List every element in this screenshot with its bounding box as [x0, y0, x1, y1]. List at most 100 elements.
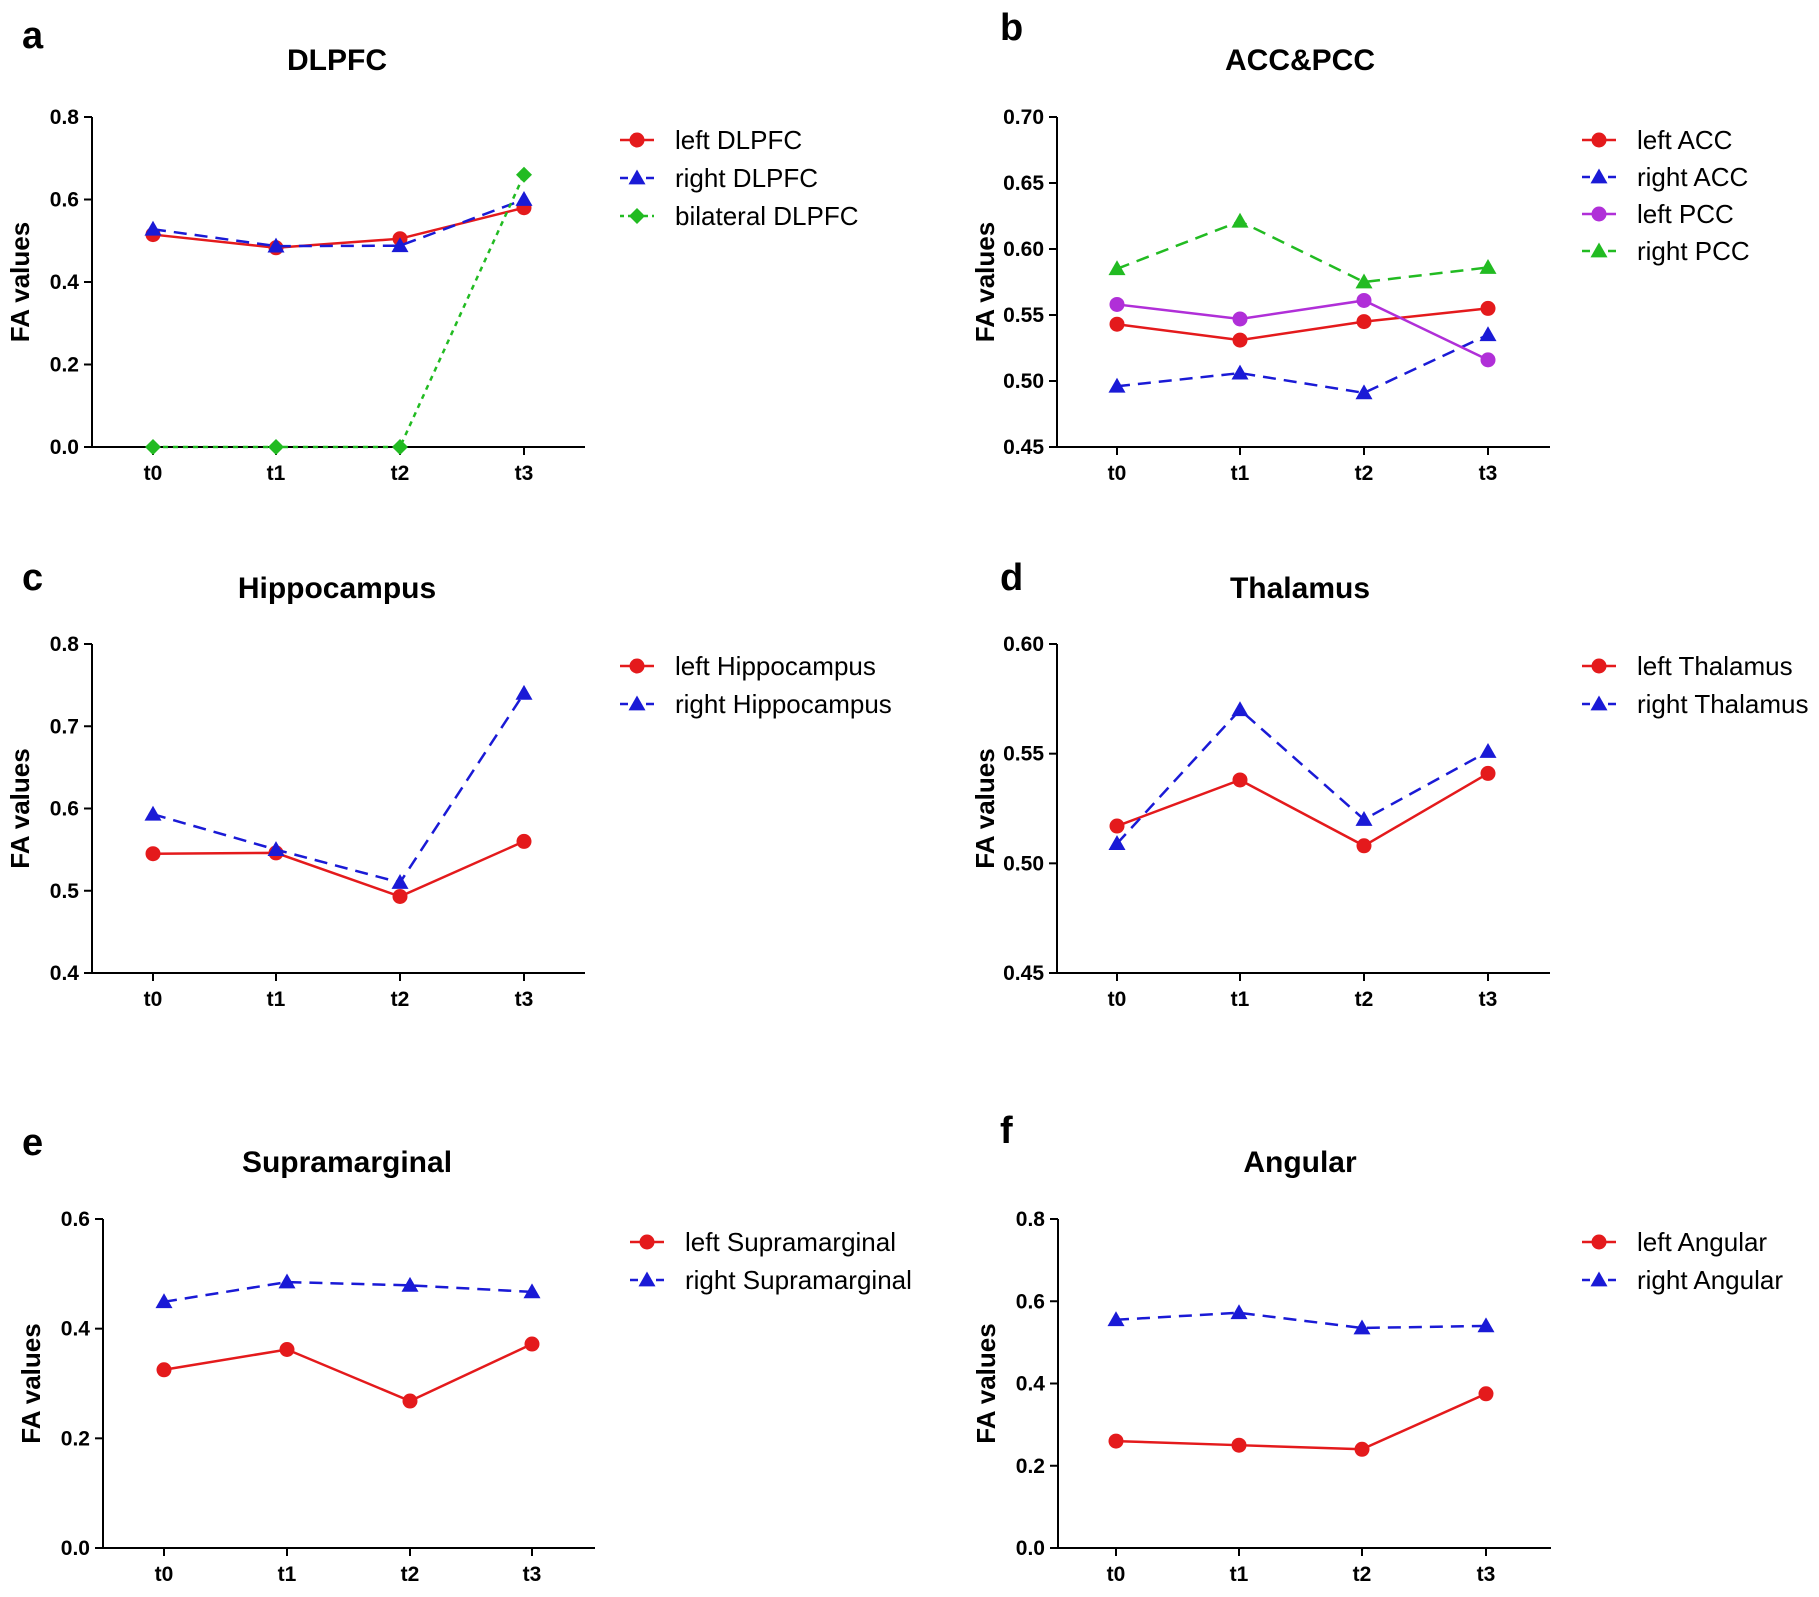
legend-marker — [629, 132, 645, 148]
data-point — [268, 439, 284, 455]
legend-label: right Hippocampus — [675, 689, 892, 719]
data-point — [1353, 1319, 1371, 1335]
chart-title: ACC&PCC — [1225, 44, 1375, 77]
data-point — [1107, 1311, 1125, 1327]
series-left-supramarginal — [156, 1336, 540, 1409]
series-left-hippocampus — [145, 833, 532, 905]
data-point — [391, 874, 409, 889]
y-tick-label: 0.5 — [50, 880, 80, 903]
series-right-hippocampus — [144, 684, 533, 889]
data-point — [516, 166, 532, 183]
data-point — [515, 191, 533, 206]
chart-title: Hippocampus — [238, 572, 436, 605]
data-point — [1108, 377, 1126, 393]
x-tick-label: t1 — [267, 988, 286, 1011]
legend-marker — [1591, 658, 1607, 674]
data-point — [1477, 1317, 1495, 1333]
y-tick-label: 0.6 — [1016, 1290, 1045, 1313]
y-tick-label: 0.2 — [1016, 1455, 1045, 1478]
legend-item: right Thalamus — [1582, 689, 1809, 719]
x-tick-label: t2 — [1355, 462, 1374, 485]
panel-letter: a — [22, 15, 44, 57]
series-line — [1116, 307, 1489, 342]
legend-item: left PCC — [1582, 199, 1734, 229]
series-right-acc — [1108, 326, 1497, 400]
y-tick-label: 0.4 — [50, 271, 80, 294]
legend-label: left ACC — [1637, 125, 1732, 155]
data-point — [1231, 1437, 1247, 1453]
x-tick-label: t2 — [391, 462, 410, 485]
y-axis-label: FA values — [5, 222, 35, 342]
legend-label: right Thalamus — [1637, 689, 1809, 719]
y-tick-label: 0.50 — [1003, 852, 1044, 875]
chart-a: a DLPFC 0.0 0.2 0.4 0.6 0.8 t0 t1 t2 t3 FA values le… — [5, 15, 859, 485]
series-bilateral-dlpfc — [145, 166, 532, 455]
legend-label: left Supramarginal — [685, 1227, 896, 1257]
legend-label: left Angular — [1637, 1227, 1767, 1257]
panel-letter: c — [22, 557, 43, 599]
legend-marker — [1590, 242, 1608, 258]
y-tick-label: 0.8 — [50, 106, 80, 129]
x-tick-label: t3 — [1479, 988, 1498, 1011]
series-right-thalamus — [1108, 701, 1497, 850]
x-tick-label: t2 — [1355, 988, 1374, 1011]
panel-letter: b — [1000, 7, 1023, 49]
chart-title: Supramarginal — [242, 1146, 452, 1179]
y-tick-label: 0.4 — [50, 962, 80, 985]
x-tick-label: t3 — [515, 462, 534, 485]
y-tick-label: 0.45 — [1003, 436, 1044, 459]
y-tick-label: 0.60 — [1003, 238, 1044, 261]
series-line — [153, 174, 526, 449]
legend-marker — [1591, 206, 1607, 222]
legend-item: left Hippocampus — [620, 651, 876, 681]
legend-marker — [638, 1271, 656, 1287]
legend-marker — [1590, 1271, 1608, 1287]
legend-label: left Thalamus — [1637, 651, 1793, 681]
series-line — [1115, 1392, 1487, 1451]
data-point — [1109, 316, 1125, 332]
y-tick-label: 0.6 — [50, 189, 79, 212]
data-point — [1109, 296, 1125, 312]
series-line — [1115, 1311, 1487, 1330]
y-tick-label: 0.8 — [1016, 1208, 1046, 1231]
data-point — [1231, 364, 1249, 380]
series-left-acc — [1109, 300, 1496, 348]
legend-marker — [629, 208, 645, 224]
y-tick-label: 0.7 — [50, 715, 79, 738]
x-tick-label: t3 — [515, 988, 534, 1011]
y-tick-label: 0.45 — [1003, 962, 1044, 985]
x-tick-label: t3 — [1477, 1563, 1496, 1586]
data-point — [1231, 701, 1249, 717]
series-line — [1116, 333, 1489, 395]
data-point — [392, 439, 408, 455]
data-point — [1355, 810, 1373, 826]
x-tick-label: t3 — [1479, 462, 1498, 485]
data-point — [1108, 835, 1126, 850]
data-point — [401, 1276, 419, 1292]
x-tick-label: t0 — [144, 462, 163, 485]
x-tick-label: t2 — [391, 988, 410, 1011]
y-tick-label: 0.55 — [1003, 743, 1044, 766]
chart-c: c Hippocampus 0.4 0.5 0.6 0.7 0.8 t0 t1 t2 t3 FA va… — [5, 557, 892, 1011]
chart-b: b ACC&PCC 0.45 0.50 0.55 0.60 0.65 0.70 t0 t1 t2 t3… — [970, 7, 1750, 485]
series-line — [1116, 219, 1489, 284]
data-point — [402, 1393, 418, 1409]
data-point — [524, 1336, 540, 1352]
data-point — [1108, 260, 1126, 276]
legend-item: left ACC — [1582, 125, 1732, 155]
legend-item: right Supramarginal — [630, 1265, 912, 1295]
x-tick-label: t1 — [267, 462, 286, 485]
legend-label: right Supramarginal — [685, 1265, 912, 1295]
data-point — [1479, 742, 1497, 758]
y-tick-label: 0.0 — [50, 436, 79, 459]
legend-label: right Angular — [1637, 1265, 1783, 1295]
legend-label: right DLPFC — [675, 163, 818, 193]
data-point — [145, 846, 161, 862]
legend-label: right ACC — [1637, 162, 1748, 192]
legend-label: bilateral DLPFC — [675, 201, 859, 231]
data-point — [1109, 818, 1125, 834]
data-point — [1108, 1433, 1124, 1449]
legend-marker — [1590, 695, 1608, 711]
x-tick-label: t0 — [155, 1563, 174, 1586]
series-left-thalamus — [1109, 765, 1496, 854]
